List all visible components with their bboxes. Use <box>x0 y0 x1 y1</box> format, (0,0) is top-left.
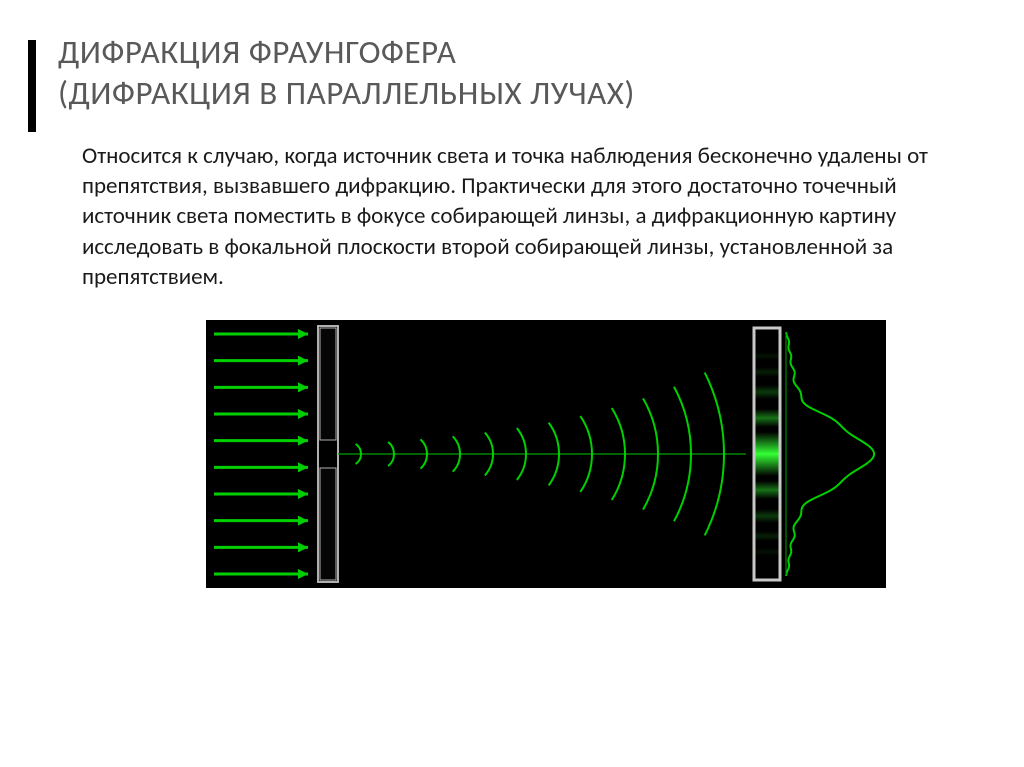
diffraction-fringe <box>755 385 779 399</box>
slide: ДИФРАКЦИЯ ФРАУНГОФЕРА (ДИФРАКЦИЯ В ПАРАЛ… <box>0 0 1024 767</box>
title-line-2: (ДИФРАКЦИЯ В ПАРАЛЛЕЛЬНЫХ ЛУЧАХ) <box>58 73 635 113</box>
slit-barrier-top <box>320 328 336 440</box>
slide-title: ДИФРАКЦИЯ ФРАУНГОФЕРА (ДИФРАКЦИЯ В ПАРАЛ… <box>58 32 976 115</box>
diffraction-diagram-wrap <box>206 320 976 588</box>
diffraction-fringe <box>755 432 779 476</box>
diffraction-fringe <box>755 409 779 427</box>
diffraction-fringe <box>755 548 779 556</box>
slide-body-text: Относится к случаю, когда источник света… <box>82 141 966 293</box>
diffraction-fringe <box>755 509 779 523</box>
diffraction-fringe <box>755 481 779 499</box>
diffraction-fringe <box>755 531 779 541</box>
fraunhofer-diffraction-diagram <box>206 320 886 588</box>
slit-barrier-bottom <box>320 468 336 580</box>
diffraction-fringe <box>755 367 779 377</box>
title-line-1: ДИФРАКЦИЯ ФРАУНГОФЕРА <box>58 32 456 72</box>
diffraction-fringe <box>755 352 779 360</box>
title-accent-bar <box>28 40 36 132</box>
